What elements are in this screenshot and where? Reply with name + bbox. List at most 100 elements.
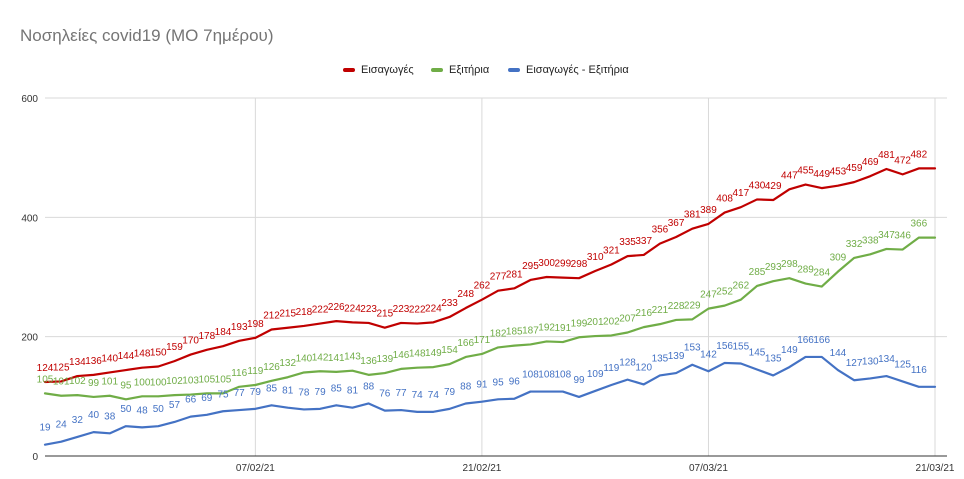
data-label: 74 xyxy=(412,390,424,401)
data-label: 221 xyxy=(652,305,669,316)
data-point xyxy=(659,242,661,245)
data-point xyxy=(934,167,936,170)
data-point xyxy=(562,276,564,279)
data-label: 95 xyxy=(120,380,132,391)
data-point xyxy=(206,348,208,351)
data-label: 338 xyxy=(862,235,879,246)
data-label: 103 xyxy=(182,376,199,387)
data-label: 139 xyxy=(668,351,685,362)
data-label: 85 xyxy=(331,383,343,394)
data-point xyxy=(448,408,451,410)
data-label: 277 xyxy=(490,272,507,283)
data-point xyxy=(108,432,111,435)
data-point xyxy=(432,411,435,413)
data-point xyxy=(723,304,726,307)
data-label: 85 xyxy=(266,383,278,394)
data-point xyxy=(189,393,192,396)
data-point xyxy=(92,374,95,376)
data-point xyxy=(141,366,143,369)
data-label: 135 xyxy=(652,353,669,364)
data-point xyxy=(934,385,936,388)
x-tick-label: 21/02/21 xyxy=(462,463,501,474)
data-label: 285 xyxy=(749,267,766,278)
data-point xyxy=(740,206,742,208)
data-label: 289 xyxy=(797,265,814,276)
data-label: 332 xyxy=(846,239,863,250)
data-label: 74 xyxy=(428,390,440,401)
data-point xyxy=(804,183,807,186)
data-label: 223 xyxy=(393,304,410,315)
grid-layer xyxy=(45,97,947,456)
data-point xyxy=(626,255,629,257)
data-label: 170 xyxy=(182,336,199,347)
data-point xyxy=(222,345,224,348)
data-label: 216 xyxy=(635,308,652,319)
data-label: 132 xyxy=(279,358,296,369)
data-label: 154 xyxy=(441,345,458,356)
data-point xyxy=(416,366,418,369)
chart-title: Νοσηλείες covid19 (ΜΟ 7ημέρου) xyxy=(20,26,274,45)
data-point xyxy=(335,320,338,322)
data-label: 120 xyxy=(635,362,652,373)
data-point xyxy=(44,381,46,383)
data-label: 88 xyxy=(460,381,472,392)
data-point xyxy=(76,394,79,396)
data-point xyxy=(529,343,532,346)
data-label: 99 xyxy=(573,375,585,386)
data-point xyxy=(594,270,596,272)
data-label: 148 xyxy=(134,349,151,360)
data-label: 309 xyxy=(830,253,847,264)
data-label: 187 xyxy=(522,325,539,336)
legend-swatch-discharges xyxy=(431,68,443,72)
data-point xyxy=(707,370,710,373)
data-label: 166 xyxy=(797,335,814,346)
data-label: 199 xyxy=(571,318,588,329)
data-label: 201 xyxy=(587,317,604,328)
data-label: 91 xyxy=(476,380,488,391)
data-label: 96 xyxy=(509,377,521,388)
x-tick-label: 07/03/21 xyxy=(689,463,728,474)
data-label: 69 xyxy=(201,393,213,404)
data-label: 408 xyxy=(716,194,733,205)
legend-item-discharges: Εξιτήρια xyxy=(431,62,489,78)
data-point xyxy=(319,370,321,373)
data-point xyxy=(707,223,710,225)
data-label: 146 xyxy=(393,350,410,361)
data-label: 119 xyxy=(603,363,619,374)
data-label: 337 xyxy=(635,236,652,247)
data-label: 366 xyxy=(910,219,927,230)
data-point xyxy=(400,409,402,411)
data-label: 335 xyxy=(619,237,636,248)
data-point xyxy=(481,400,483,403)
data-label: 185 xyxy=(506,327,523,338)
data-point xyxy=(853,257,855,259)
data-label: 105 xyxy=(198,374,215,385)
data-label: 447 xyxy=(781,170,798,181)
data-point xyxy=(254,408,257,410)
data-label: 293 xyxy=(765,262,782,273)
data-point xyxy=(594,390,596,392)
data-label: 145 xyxy=(749,347,766,358)
data-label: 300 xyxy=(538,258,555,269)
data-label: 248 xyxy=(457,289,474,300)
data-point xyxy=(351,406,354,409)
data-label: 453 xyxy=(830,167,847,178)
data-point xyxy=(740,362,742,365)
data-label: 284 xyxy=(813,268,830,279)
data-label: 124 xyxy=(37,363,54,374)
data-label: 136 xyxy=(85,356,102,367)
data-point xyxy=(804,282,807,285)
data-label: 459 xyxy=(846,163,863,174)
data-label: 159 xyxy=(166,342,183,353)
data-point xyxy=(60,394,62,397)
data-point xyxy=(335,404,338,407)
data-point xyxy=(869,253,872,256)
data-point xyxy=(529,279,532,281)
data-label: 142 xyxy=(312,352,329,363)
series-line-1 xyxy=(43,236,937,401)
data-label: 356 xyxy=(652,225,669,236)
data-point xyxy=(642,254,645,256)
data-point xyxy=(108,371,111,374)
data-point xyxy=(432,366,435,368)
